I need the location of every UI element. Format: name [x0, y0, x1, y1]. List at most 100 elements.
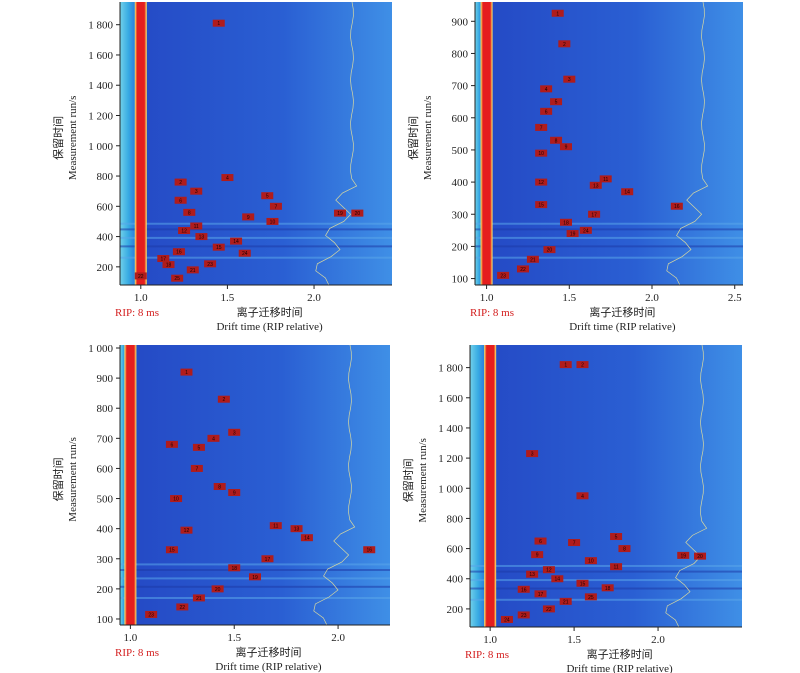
panel-1-peak-label: 25 [174, 276, 180, 282]
panel-4-peak-label: 11 [613, 565, 618, 571]
panel-2-streak [475, 256, 743, 259]
panel-4-peak-label: 8 [623, 547, 626, 553]
panel-1-y-tick-label: 400 [97, 232, 114, 244]
panel-4-y-tick-label: 200 [447, 604, 464, 616]
panel-1-peak-label: 17 [161, 257, 167, 263]
panel-4-peak-marker [584, 593, 597, 601]
panel-3-streak [120, 585, 390, 588]
panel-2-peak-marker [559, 143, 572, 151]
panel-2-peak-marker [540, 107, 553, 115]
panel-1-rip-label: RIP: 8 ms [115, 307, 159, 319]
panel-1-peak-label: 22 [138, 274, 144, 280]
panel-4-peak-label: 18 [605, 586, 611, 592]
panel-4-peak-label: 12 [546, 568, 552, 574]
panel-4-peak-marker [618, 545, 631, 553]
panel-2-peak-marker [559, 218, 572, 226]
panel-3-streak [120, 569, 390, 571]
panel-4-peak-marker [559, 361, 572, 369]
panel-2-peak-marker [589, 181, 602, 189]
panel-3-peak-label: 12 [184, 528, 190, 534]
panel-1-y-tick-label: 1 000 [88, 141, 113, 153]
panel-2-peak-label: 10 [538, 151, 544, 157]
panel-1-peak-marker [238, 249, 251, 257]
panel-2-x-tick-label: 1.0 [480, 292, 494, 304]
panel-2-peak-marker [550, 136, 563, 144]
panel-1-spectrum-trace [315, 2, 358, 285]
panel-4-peak-label: 23 [521, 613, 527, 619]
panel-1-peak-marker [351, 209, 364, 217]
panel-1-peak-marker [212, 243, 225, 251]
panel-2-x-tick-label: 1.5 [562, 292, 576, 304]
panel-1-peak-marker [334, 209, 347, 217]
panel-1-x-tick-label: 1.0 [134, 292, 148, 304]
panel-1-peak-label: 1 [217, 21, 220, 27]
panel-1-peak-marker [212, 19, 225, 27]
panel-3-peak-marker [228, 564, 241, 572]
panel-1-peak-marker [204, 260, 217, 268]
panel-4-peak-label: 20 [697, 554, 703, 560]
panel-4-peak-label: 15 [580, 581, 586, 587]
panel-1-peak-label: 16 [176, 250, 182, 256]
panel-3-peak-label: 23 [148, 612, 154, 618]
panel-1-peak-marker [171, 274, 184, 282]
panel-1-peak-label: 18 [166, 263, 172, 269]
panel-2-tail-band [475, 2, 483, 285]
panel-2-peak-label: 2 [563, 42, 566, 48]
panel-3-y-tick-label: 800 [97, 403, 114, 415]
panel-1-peak-label: 8 [188, 210, 191, 216]
panel-2-peak-label: 1 [556, 11, 559, 17]
panel-1-peak-label: 15 [216, 245, 222, 251]
panel-4-x-tick-label: 1.0 [483, 634, 497, 646]
panel-4-peak-marker [531, 551, 544, 559]
panel-4-streak [470, 564, 742, 567]
panel-4-y-tick-label: 1 200 [438, 453, 463, 465]
panel-3-y-tick-label: 200 [97, 584, 114, 596]
panel-3-peak-marker [180, 526, 193, 534]
panel-1-peak-label: 14 [233, 239, 239, 245]
panel-2-peak-marker [621, 188, 634, 196]
panel-4-peak-label: 25 [588, 595, 594, 601]
panel-3-peak-label: 17 [265, 557, 271, 563]
panel-3-peak-label: 11 [273, 524, 278, 530]
panel-4-peak-marker [610, 563, 623, 571]
panel-2-peak-label: 8 [555, 138, 558, 144]
panel-1-y-tick-label: 1 200 [88, 111, 113, 123]
panel-4-peak-marker [526, 570, 539, 578]
panel-3-streak [120, 597, 390, 599]
panel-2-y-tick-label: 500 [452, 145, 469, 157]
panel-2-peak-marker [535, 149, 548, 157]
panel-4-streak [470, 598, 742, 601]
panel-2-y-tick-label: 200 [452, 241, 469, 253]
panel-4-peak-marker [584, 557, 597, 565]
panel-1-tail-band [120, 2, 137, 285]
panel-2-peak-label: 22 [520, 267, 526, 273]
panel-4-x-tick-label: 1.5 [567, 634, 581, 646]
panel-4-peak-label: 19 [680, 553, 686, 559]
panel-3-peak-label: 15 [169, 548, 175, 554]
panel-1-peak-label: 3 [195, 189, 198, 195]
panel-4-peak-label: 24 [504, 617, 510, 623]
panel-3-peak-marker [165, 440, 178, 448]
panel-4-peak-marker [601, 584, 614, 592]
panel-3-y-tick-label: 400 [97, 524, 114, 536]
panel-4-rip-label: RIP: 8 ms [465, 649, 509, 661]
panel-2-peak-marker [497, 271, 510, 279]
panel-3-y-tick-label: 500 [97, 494, 114, 506]
panel-4-peak-marker [542, 566, 555, 574]
panel-3-peak-marker [363, 546, 376, 554]
panel-2-y-tick-label: 800 [452, 48, 469, 60]
panel-1-peak-marker [172, 248, 185, 256]
panel-1-peak-label: 7 [275, 204, 278, 210]
panel-3-peak-marker [217, 395, 230, 403]
panel-1-x-tick-label: 2.0 [307, 292, 321, 304]
panel-1-y-axis-label-cn: 保留时间 [51, 116, 65, 160]
panel-3-peak-marker [261, 555, 274, 563]
panel-3-peak-label: 14 [304, 536, 310, 542]
panel-2-peak-label: 7 [540, 125, 543, 131]
panel-3-peak-marker [145, 610, 158, 618]
panel-2-peak-label: 12 [538, 180, 544, 186]
panel-1-peak-marker [183, 208, 196, 216]
panel-4-streak [470, 579, 742, 582]
panel-4-peak-marker [559, 597, 572, 605]
